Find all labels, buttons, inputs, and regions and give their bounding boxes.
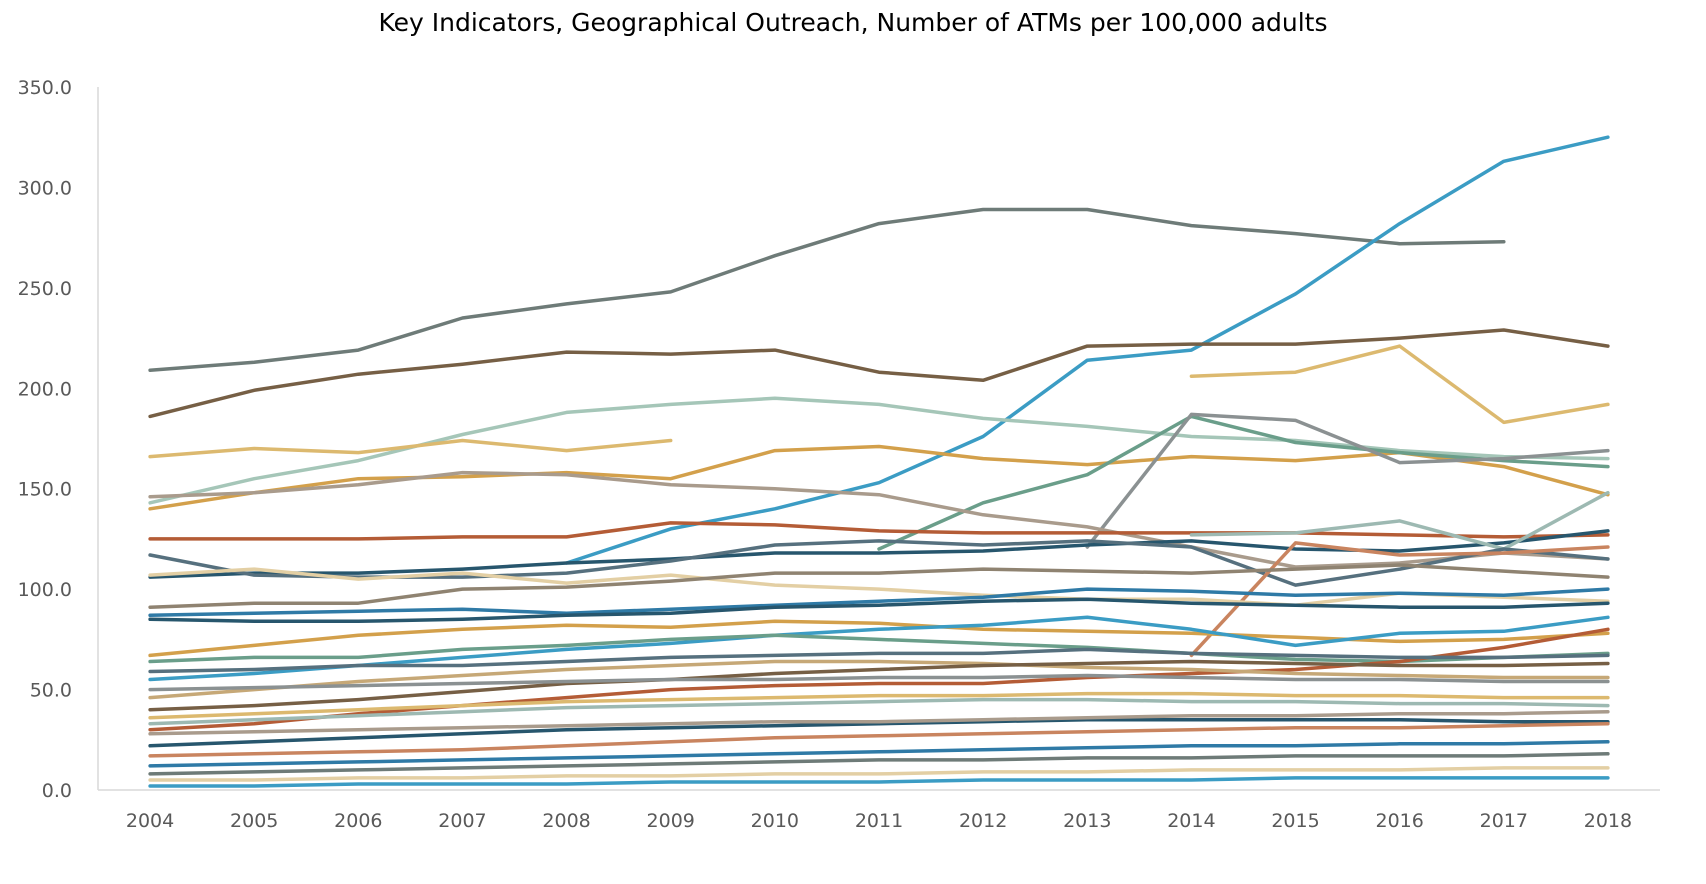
series-line [148, 766, 1610, 782]
series-line [1085, 412, 1610, 549]
series-line [148, 633, 1610, 664]
x-tick-label: 2018 [1584, 810, 1632, 832]
series-line [148, 521, 1610, 541]
series-line [148, 697, 1610, 726]
series-line [148, 776, 1610, 788]
series-line [148, 619, 1610, 658]
y-tick-label: 0.0 [42, 780, 72, 802]
series-line [148, 444, 1610, 511]
x-tick-label: 2006 [334, 810, 382, 832]
x-tick-label: 2004 [126, 810, 174, 832]
x-tick-label: 2007 [438, 810, 486, 832]
x-tick-label: 2012 [959, 810, 1007, 832]
series-line [877, 414, 1610, 551]
series-line [148, 567, 1610, 607]
y-tick-label: 150.0 [18, 479, 72, 501]
series-layer [148, 135, 1610, 788]
series-line [148, 597, 1610, 624]
series-line [1189, 541, 1610, 658]
series-line [148, 328, 1610, 419]
x-tick-label: 2008 [542, 810, 590, 832]
series-line [148, 615, 1610, 682]
series-line [148, 207, 1506, 372]
y-tick-label: 50.0 [30, 680, 72, 702]
series-line [1189, 344, 1610, 425]
x-tick-labels: 2004 2005 2006 2007 2008 2009 2010 2011 2012 2013… [126, 810, 1632, 832]
series-line [148, 740, 1610, 768]
series-line [148, 587, 1610, 618]
series-line [148, 438, 673, 459]
y-tick-label: 350.0 [18, 77, 72, 99]
series-line [148, 721, 1610, 758]
series-line [148, 470, 1610, 569]
series-line [1189, 490, 1610, 551]
series-line [148, 563, 1610, 609]
series-line [148, 709, 1610, 736]
y-tick-label: 100.0 [18, 579, 72, 601]
x-tick-label: 2014 [1167, 810, 1215, 832]
series-line [148, 691, 1610, 720]
y-tick-labels: 0.0 50.0 100.0 150.0 200.0 250.0 300.0 350.0 [18, 77, 72, 802]
y-tick-label: 250.0 [18, 278, 72, 300]
x-tick-label: 2013 [1063, 810, 1111, 832]
series-line [564, 135, 1610, 565]
series-line [148, 659, 1610, 712]
x-tick-label: 2016 [1375, 810, 1423, 832]
series-line [148, 673, 1610, 692]
x-tick-label: 2011 [855, 810, 903, 832]
y-tick-label: 300.0 [18, 177, 72, 199]
x-tick-label: 2010 [751, 810, 799, 832]
x-tick-label: 2015 [1271, 810, 1319, 832]
x-tick-label: 2009 [647, 810, 695, 832]
series-line [148, 647, 1610, 674]
series-line [148, 717, 1610, 748]
x-tick-label: 2005 [230, 810, 278, 832]
series-line [148, 659, 1610, 700]
series-line [148, 752, 1610, 776]
y-tick-label: 200.0 [18, 378, 72, 400]
chart-title: Key Indicators, Geographical Outreach, N… [378, 8, 1328, 37]
x-tick-label: 2017 [1480, 810, 1528, 832]
